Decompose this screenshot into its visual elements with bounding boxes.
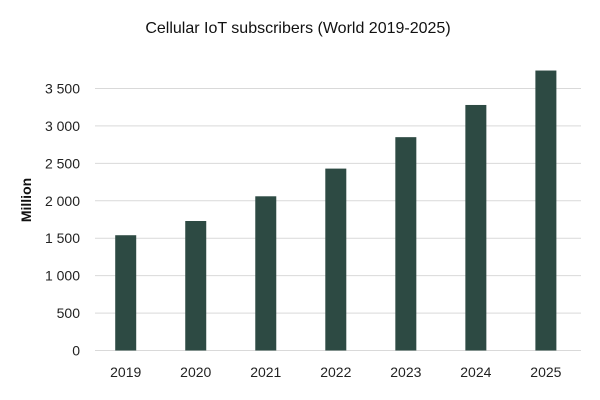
y-axis-label: Million xyxy=(18,178,34,222)
y-tick-label: 0 xyxy=(72,343,80,359)
bar-2024 xyxy=(465,104,487,351)
y-tick-label: 2 500 xyxy=(45,155,80,171)
y-tick-label: 2 000 xyxy=(45,193,80,209)
y-tick-label: 1 500 xyxy=(45,230,80,246)
y-axis-ticks: 0 500 1 000 1 500 2 000 2 500 3 000 3 500 xyxy=(45,81,80,359)
x-tick-label: 2020 xyxy=(180,364,211,380)
chart-title: Cellular IoT subscribers (World 2019-202… xyxy=(145,20,450,37)
x-tick-label: 2023 xyxy=(390,364,421,380)
y-tick-label: 3 000 xyxy=(45,118,80,134)
bar-2023 xyxy=(395,137,417,351)
x-tick-label: 2024 xyxy=(460,364,491,380)
x-tick-label: 2025 xyxy=(530,364,561,380)
bar-2022 xyxy=(325,168,347,351)
bar-2025 xyxy=(535,70,557,351)
x-tick-label: 2021 xyxy=(250,364,281,380)
y-tick-label: 1 000 xyxy=(45,268,80,284)
x-tick-label: 2022 xyxy=(320,364,351,380)
bars xyxy=(115,70,557,351)
bar-2019 xyxy=(115,235,137,351)
y-tick-label: 3 500 xyxy=(45,81,80,97)
x-axis-ticks: 2019 2020 2021 2022 2023 2024 2025 xyxy=(110,364,562,380)
bar-2020 xyxy=(185,220,207,351)
y-tick-label: 500 xyxy=(57,305,81,321)
x-tick-label: 2019 xyxy=(110,364,141,380)
bar-2021 xyxy=(255,196,277,351)
